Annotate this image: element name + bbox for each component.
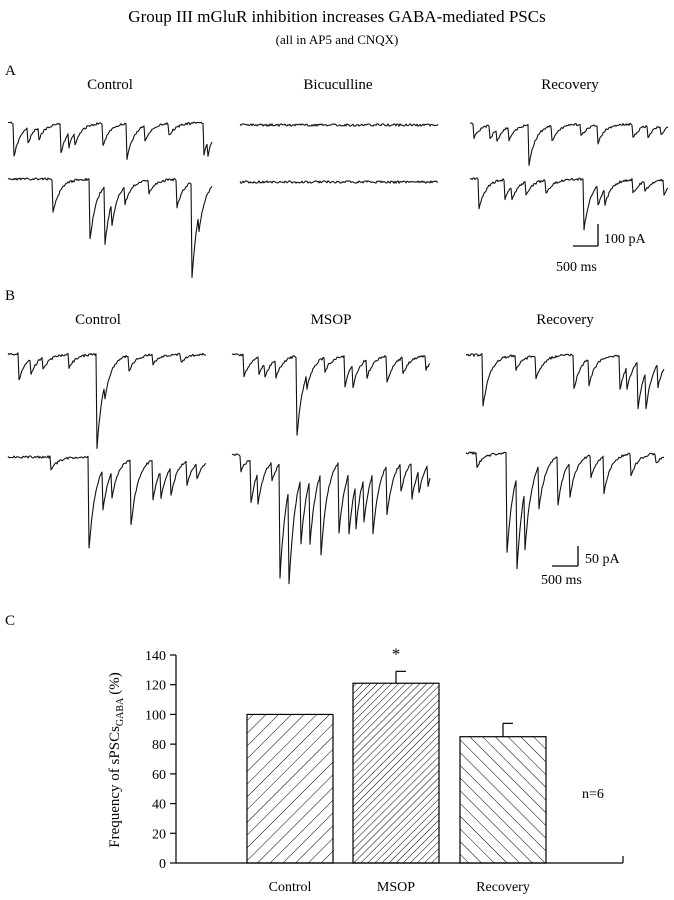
y-tick-label: 40: [152, 798, 166, 813]
y-axis-label-main: Frequency of sPSCs: [107, 726, 123, 848]
panel-b-scale-bar: [552, 546, 579, 567]
panel-b-scale-time: 500 ms: [541, 573, 582, 588]
panel-c-letter: C: [5, 613, 15, 629]
trace-b-recovery-2: [465, 451, 665, 570]
trace-a-bicuculline-1: [239, 123, 439, 127]
panel-b-letter: B: [5, 288, 15, 304]
panel-a-letter: A: [5, 63, 16, 79]
trace-b-control-1: [7, 352, 207, 450]
panel-b-traces: [7, 352, 665, 585]
trace-b-recovery-1: [465, 353, 665, 410]
panel-b-condition-control: Control: [75, 312, 121, 328]
bar-recovery: [459, 736, 547, 864]
y-tick-label: 20: [152, 827, 166, 842]
figure-subtitle: (all in AP5 and CNQX): [276, 32, 399, 47]
trace-b-msop-1: [231, 353, 431, 436]
panel-a-scale-time: 500 ms: [556, 260, 597, 275]
y-tick-label: 100: [145, 708, 166, 723]
panel-a-condition-bicuculline: Bicuculline: [303, 77, 372, 93]
y-tick-label: 60: [152, 768, 166, 783]
panel-a-scale-bar: [573, 224, 599, 247]
trace-a-control-2: [7, 177, 213, 279]
y-tick-label: 80: [152, 738, 166, 753]
trace-b-msop-2: [231, 453, 431, 585]
y-tick-label: 140: [145, 649, 166, 664]
x-tick-label-recovery: Recovery: [476, 880, 530, 895]
x-tick-label-msop: MSOP: [377, 880, 415, 895]
bar-control: [246, 713, 334, 864]
y-tick-label: 120: [145, 679, 166, 694]
panel-b-scale-current: 50 pA: [585, 552, 621, 567]
trace-a-recovery-1: [469, 122, 669, 166]
y-tick-label: 0: [159, 857, 166, 872]
trace-a-control-1: [7, 121, 213, 160]
sample-size-label: n=6: [582, 787, 604, 802]
figure-title: Group III mGluR inhibition increases GAB…: [128, 7, 545, 26]
trace-a-bicuculline-2: [239, 180, 438, 184]
y-axis-label-unit: (%): [107, 672, 123, 695]
trace-b-control-2: [7, 455, 207, 549]
x-tick-label-control: Control: [269, 880, 312, 895]
y-axis-label: Frequency of sPSCsGABA (%): [107, 672, 126, 848]
panel-b-condition-recovery: Recovery: [536, 312, 594, 328]
significance-asterisk: *: [392, 644, 401, 663]
panel-b-condition-msop: MSOP: [311, 312, 352, 328]
panel-a-traces: [7, 121, 669, 279]
bar-msop: [352, 682, 440, 864]
panel-a-condition-recovery: Recovery: [541, 77, 599, 93]
panel-a-scale-current: 100 pA: [604, 232, 647, 247]
trace-a-recovery-2: [469, 177, 669, 231]
panel-a-condition-control: Control: [87, 77, 133, 93]
bar-chart: 0 20 40 60 80 100 120 140 Control MSOP Recovery *: [145, 644, 624, 895]
y-axis-label-subscript: GABA: [115, 697, 126, 726]
